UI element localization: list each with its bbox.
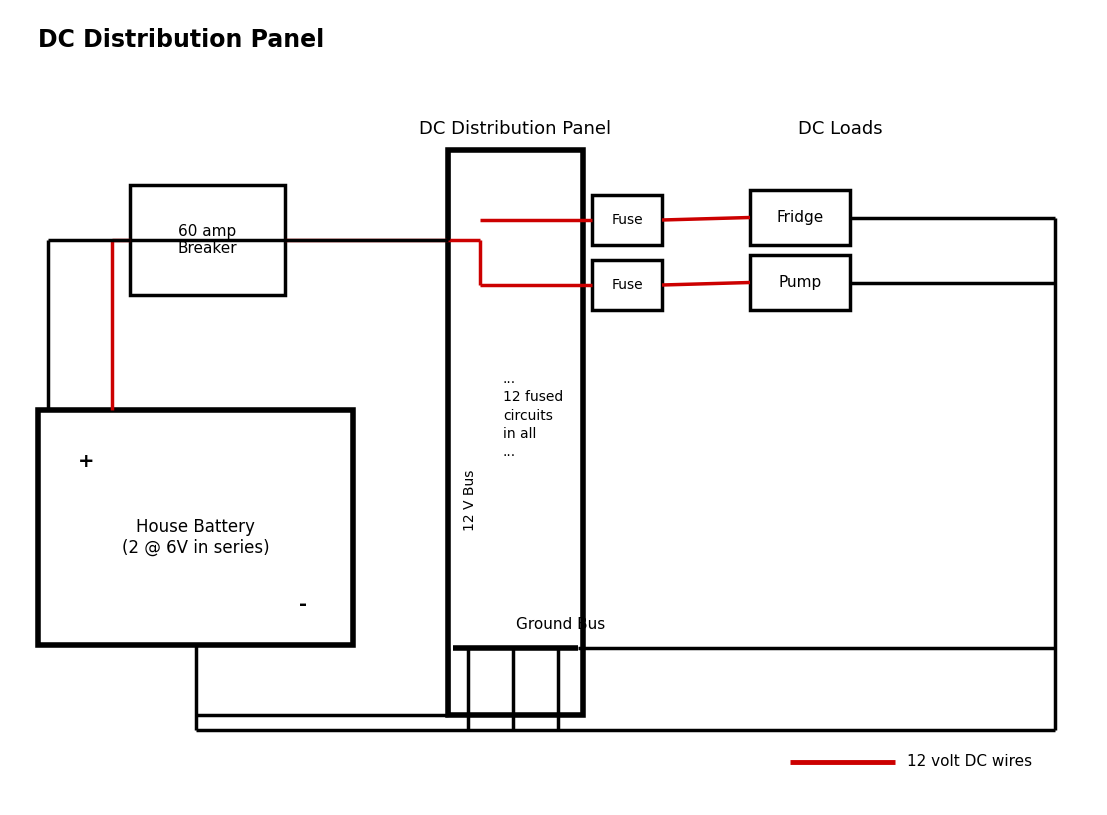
Bar (38, 410, 353, 645)
Text: DC Loads: DC Loads (798, 120, 882, 138)
Text: DC Distribution Panel: DC Distribution Panel (38, 28, 324, 52)
Bar (751, 190, 850, 245)
Text: 12 V Bus: 12 V Bus (463, 469, 477, 531)
Bar (592, 195, 662, 245)
Bar (751, 255, 850, 310)
Text: DC Distribution Panel: DC Distribution Panel (420, 120, 611, 138)
Text: Ground Bus: Ground Bus (516, 617, 606, 632)
Text: Fuse: Fuse (611, 213, 643, 227)
Bar (592, 260, 662, 310)
Text: +: + (77, 452, 94, 471)
Text: -: - (299, 596, 307, 615)
Text: 12 volt DC wires: 12 volt DC wires (907, 755, 1032, 769)
Text: Fridge: Fridge (776, 210, 824, 225)
Text: ...
12 fused
circuits
in all
...: ... 12 fused circuits in all ... (503, 372, 563, 460)
Bar (448, 150, 583, 715)
Text: Pump: Pump (778, 275, 821, 290)
Bar (130, 185, 284, 295)
Text: House Battery
(2 @ 6V in series): House Battery (2 @ 6V in series) (122, 518, 269, 557)
Text: 60 amp
Breaker: 60 amp Breaker (178, 224, 237, 256)
Text: Fuse: Fuse (611, 278, 643, 292)
